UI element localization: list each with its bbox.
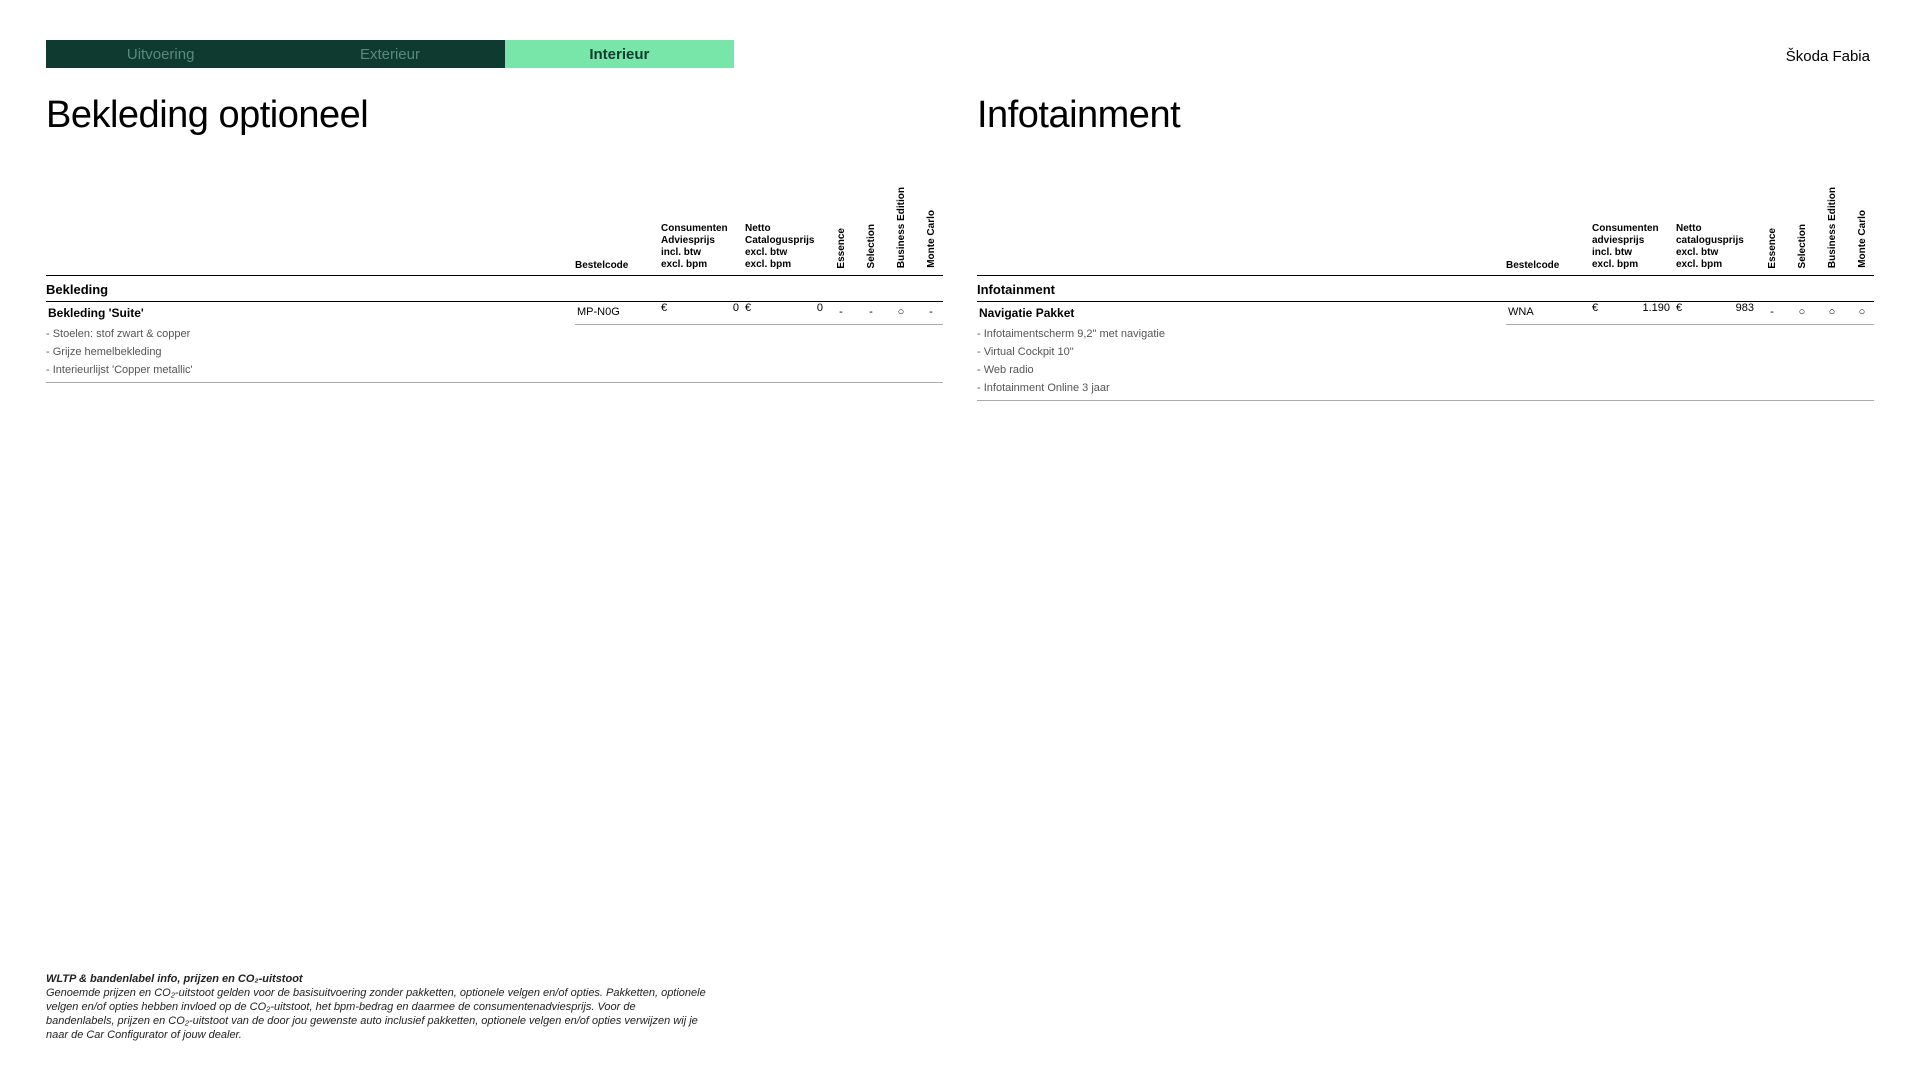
currency: € <box>661 302 667 314</box>
price2-value: 983 <box>1736 302 1754 314</box>
price2-value: 0 <box>817 302 823 314</box>
right-title: Infotainment <box>977 94 1874 137</box>
footer-body: Genoemde prijzen en CO₂-uitstoot gelden … <box>46 987 706 1041</box>
avail-selection: - <box>859 302 883 325</box>
table-header: Bestelcode Consumenten Adviesprijs incl.… <box>46 187 943 276</box>
section-label: Infotainment <box>977 276 1506 302</box>
col-montecarlo: Monte Carlo <box>1850 187 1874 276</box>
brand-label: Škoda Fabia <box>1786 48 1870 65</box>
detail-row: - Grijze hemelbekleding <box>46 343 943 361</box>
avail-business: ○ <box>889 302 913 325</box>
col-price2: Netto catalogusprijs excl. btw excl. bpm <box>1676 187 1754 276</box>
left-column: Bekleding optioneel Bestelcode Consument… <box>46 94 943 401</box>
col-montecarlo: Monte Carlo <box>919 187 943 276</box>
left-title: Bekleding optioneel <box>46 94 943 137</box>
right-column: Infotainment Bestelcode Consumenten advi… <box>977 94 1874 401</box>
avail-business: ○ <box>1820 302 1844 325</box>
section-label: Bekleding <box>46 276 575 302</box>
table-row: Bekleding 'Suite' MP-N0G € 0 € 0 <box>46 302 943 325</box>
item-name: Bekleding 'Suite' <box>46 302 575 325</box>
tab-exterieur[interactable]: Exterieur <box>275 40 504 68</box>
section-row: Bekleding <box>46 276 943 302</box>
currency: € <box>1676 302 1682 314</box>
col-selection: Selection <box>859 187 883 276</box>
table-row: Navigatie Pakket WNA € 1.190 € 983 <box>977 302 1874 325</box>
currency: € <box>745 302 751 314</box>
left-table: Bestelcode Consumenten Adviesprijs incl.… <box>46 187 943 383</box>
footer-note: WLTP & bandenlabel info, prijzen en CO₂-… <box>46 972 706 1042</box>
avail-montecarlo: ○ <box>1850 302 1874 325</box>
col-essence: Essence <box>829 187 853 276</box>
avail-montecarlo: - <box>919 302 943 325</box>
col-price2: Netto Catalogusprijs excl. btw excl. bpm <box>745 187 823 276</box>
avail-essence: - <box>829 302 853 325</box>
right-table: Bestelcode Consumenten adviesprijs incl.… <box>977 187 1874 401</box>
detail-row: - Interieurlijst 'Copper metallic' <box>46 361 943 383</box>
detail-row: - Virtual Cockpit 10" <box>977 343 1874 361</box>
section-row: Infotainment <box>977 276 1874 302</box>
col-price1: Consumenten adviesprijs incl. btw excl. … <box>1592 187 1670 276</box>
footer-title: WLTP & bandenlabel info, prijzen en CO₂-… <box>46 973 303 985</box>
detail-row: - Web radio <box>977 361 1874 379</box>
col-selection: Selection <box>1790 187 1814 276</box>
col-business: Business Edition <box>889 187 913 276</box>
price1-value: 1.190 <box>1642 302 1670 314</box>
col-essence: Essence <box>1760 187 1784 276</box>
price1-value: 0 <box>733 302 739 314</box>
tab-interieur[interactable]: Interieur <box>505 40 734 68</box>
item-code: WNA <box>1506 302 1586 325</box>
item-code: MP-N0G <box>575 302 655 325</box>
two-column-layout: Bekleding optioneel Bestelcode Consument… <box>46 94 1874 401</box>
col-business: Business Edition <box>1820 187 1844 276</box>
item-name: Navigatie Pakket <box>977 302 1506 325</box>
detail-row: - Infotainment Online 3 jaar <box>977 379 1874 401</box>
tab-uitvoering[interactable]: Uitvoering <box>46 40 275 68</box>
col-price1: Consumenten Adviesprijs incl. btw excl. … <box>661 187 739 276</box>
col-bestelcode: Bestelcode <box>575 187 655 276</box>
detail-row: - Stoelen: stof zwart & copper <box>46 324 943 343</box>
table-header: Bestelcode Consumenten adviesprijs incl.… <box>977 187 1874 276</box>
currency: € <box>1592 302 1598 314</box>
detail-row: - Infotaimentscherm 9,2" met navigatie <box>977 324 1874 343</box>
col-bestelcode: Bestelcode <box>1506 187 1586 276</box>
page-root: Uitvoering Exterieur Interieur Škoda Fab… <box>0 0 1920 401</box>
avail-essence: - <box>1760 302 1784 325</box>
avail-selection: ○ <box>1790 302 1814 325</box>
tab-bar: Uitvoering Exterieur Interieur <box>46 40 734 68</box>
